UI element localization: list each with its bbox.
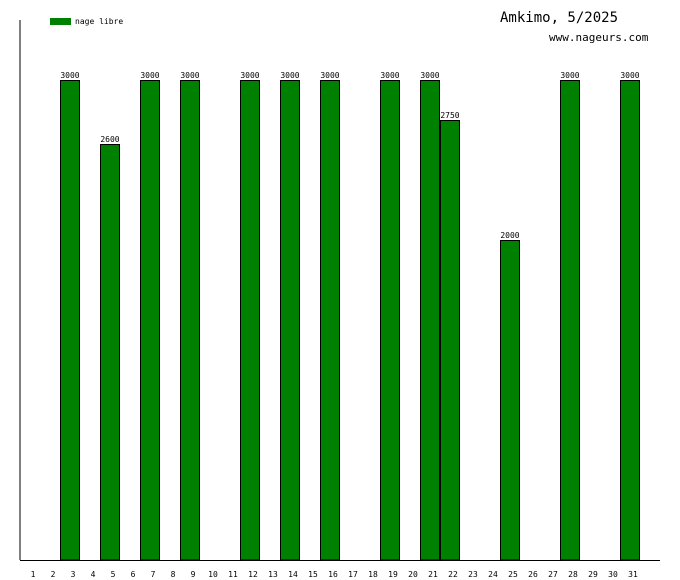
x-tick-label: 31 bbox=[628, 570, 638, 579]
x-tick-label: 4 bbox=[91, 570, 96, 579]
x-tick-label: 6 bbox=[131, 570, 136, 579]
x-tick-label: 24 bbox=[488, 570, 498, 579]
data-label: 3000 bbox=[140, 71, 159, 80]
bar bbox=[620, 80, 640, 561]
bar bbox=[560, 80, 580, 561]
x-tick-label: 30 bbox=[608, 570, 618, 579]
bar bbox=[440, 120, 460, 561]
chart-title: Amkimo, 5/2025 bbox=[500, 10, 619, 26]
x-tick-label: 22 bbox=[448, 570, 458, 579]
x-tick-label: 12 bbox=[248, 570, 258, 579]
data-label: 3000 bbox=[320, 71, 339, 80]
data-label: 3000 bbox=[280, 71, 299, 80]
data-label: 3000 bbox=[560, 71, 579, 80]
bar bbox=[380, 80, 400, 561]
legend-swatch bbox=[50, 18, 71, 25]
x-tick-label: 21 bbox=[428, 570, 438, 579]
x-tick-label: 20 bbox=[408, 570, 418, 579]
x-tick-label: 13 bbox=[268, 570, 278, 579]
x-tick-label: 14 bbox=[288, 570, 298, 579]
legend: nage libre bbox=[50, 17, 123, 26]
x-tick-label: 9 bbox=[191, 570, 196, 579]
data-label: 3000 bbox=[420, 71, 439, 80]
x-tick-label: 28 bbox=[568, 570, 578, 579]
bar bbox=[60, 80, 80, 561]
x-tick-label: 2 bbox=[51, 570, 56, 579]
data-label: 2600 bbox=[100, 135, 119, 144]
bar bbox=[180, 80, 200, 561]
x-tick-label: 8 bbox=[171, 570, 176, 579]
x-tick-label: 17 bbox=[348, 570, 358, 579]
x-tick-label: 7 bbox=[151, 570, 156, 579]
data-label: 3000 bbox=[60, 71, 79, 80]
bar bbox=[100, 144, 120, 561]
x-tick-label: 1 bbox=[31, 570, 36, 579]
site-url: www.nageurs.com bbox=[549, 31, 649, 44]
x-tick-label: 26 bbox=[528, 570, 538, 579]
x-tick-label: 19 bbox=[388, 570, 398, 579]
x-tick-label: 16 bbox=[328, 570, 338, 579]
x-tick-label: 15 bbox=[308, 570, 318, 579]
x-tick-label: 5 bbox=[111, 570, 116, 579]
bar bbox=[280, 80, 300, 561]
data-label: 3000 bbox=[180, 71, 199, 80]
data-label: 3000 bbox=[620, 71, 639, 80]
bar bbox=[320, 80, 340, 561]
data-label: 2000 bbox=[500, 231, 519, 240]
bar bbox=[420, 80, 440, 561]
data-label: 3000 bbox=[380, 71, 399, 80]
data-label: 2750 bbox=[440, 111, 459, 120]
x-tick-label: 18 bbox=[368, 570, 378, 579]
x-tick-label: 25 bbox=[508, 570, 518, 579]
bar bbox=[140, 80, 160, 561]
x-tick-label: 29 bbox=[588, 570, 598, 579]
bar bbox=[240, 80, 260, 561]
x-tick-label: 3 bbox=[71, 570, 76, 579]
x-tick-label: 27 bbox=[548, 570, 558, 579]
data-label: 3000 bbox=[240, 71, 259, 80]
x-tick-label: 23 bbox=[468, 570, 478, 579]
x-tick-label: 10 bbox=[208, 570, 218, 579]
x-tick-label: 11 bbox=[228, 570, 238, 579]
bar bbox=[500, 240, 520, 561]
legend-label: nage libre bbox=[75, 17, 124, 26]
